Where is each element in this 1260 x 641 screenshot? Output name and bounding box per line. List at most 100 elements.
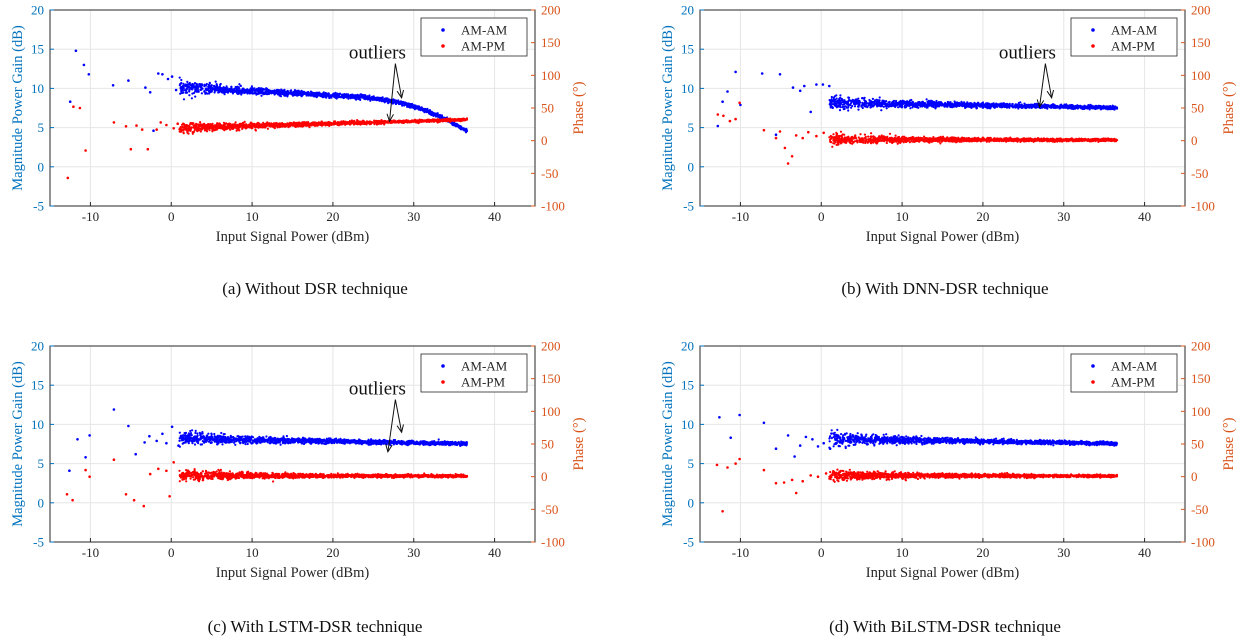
am-pm-point [250, 122, 254, 125]
am-am-point [848, 99, 851, 102]
am-pm-point [229, 123, 232, 126]
am-pm-point [179, 125, 182, 129]
y-right-tick-label: 150 [541, 35, 561, 50]
am-am-point [366, 97, 369, 100]
am-am-point [1089, 103, 1092, 106]
am-pm-point [403, 120, 406, 124]
am-pm-point [341, 121, 344, 124]
x-axis-label: Input Signal Power (dBm) [216, 229, 370, 245]
am-am-point [186, 83, 190, 86]
am-am-dense-points [828, 94, 1119, 112]
am-pm-point [377, 121, 380, 124]
x-tick-label: -10 [82, 209, 99, 224]
am-pm-point [438, 120, 441, 123]
am-am-point [841, 106, 844, 109]
am-am-point [829, 104, 832, 107]
annotation-arrow [389, 63, 396, 122]
am-am-point [249, 89, 252, 92]
am-pm-point [457, 118, 461, 122]
am-am-point [876, 104, 879, 107]
am-pm-point [309, 123, 312, 126]
am-am-point [270, 92, 273, 95]
am-pm-point [417, 122, 420, 125]
am-am-point [925, 98, 928, 101]
am-pm-point [181, 125, 184, 128]
am-am-point [830, 100, 833, 104]
y-right-tick-label: -100 [541, 199, 565, 214]
am-am-point [359, 98, 362, 101]
am-am-point [395, 100, 398, 103]
am-am-point [204, 88, 207, 91]
am-pm-point [231, 124, 234, 127]
am-am-point [263, 88, 266, 91]
am-am-point [295, 94, 298, 97]
am-pm-point [415, 119, 418, 123]
am-am-point [191, 83, 194, 86]
am-pm-point [442, 119, 445, 122]
am-pm-point [344, 123, 347, 126]
am-pm-point [305, 123, 308, 126]
am-am-point [203, 83, 206, 86]
am-am-point [204, 91, 207, 94]
am-am-point [219, 87, 222, 90]
am-pm-point [185, 127, 188, 130]
am-am-point [226, 87, 229, 90]
am-pm-point [436, 121, 439, 124]
am-am-point [356, 96, 359, 99]
am-pm-point [323, 121, 327, 124]
am-am-point [302, 91, 305, 94]
am-am-point [368, 94, 371, 97]
am-pm-point [165, 123, 168, 127]
am-am-point [851, 104, 854, 108]
am-pm-point [305, 121, 308, 124]
am-pm-point [197, 123, 200, 126]
am-am-point [291, 92, 294, 95]
am-pm-point [182, 132, 185, 135]
am-am-point [931, 100, 934, 103]
am-am-point [231, 89, 234, 92]
am-am-point [385, 99, 388, 102]
am-am-point [185, 88, 188, 91]
am-am-point [179, 87, 182, 90]
am-am-point [209, 85, 212, 88]
am-am-point [1023, 102, 1026, 105]
am-am-point [853, 105, 857, 108]
am-am-point [230, 85, 233, 89]
am-pm-point [292, 121, 295, 124]
am-am-point [316, 94, 319, 97]
am-pm-point [285, 123, 288, 126]
am-pm-point [298, 121, 301, 124]
am-pm-point [270, 122, 273, 125]
am-am-point [300, 95, 303, 98]
am-am-point [152, 129, 155, 132]
am-am-point [190, 88, 194, 91]
am-am-point [235, 87, 238, 90]
y-left-axis-label: Magnitude Power Gain (dB) [10, 25, 26, 191]
am-pm-point [178, 128, 181, 131]
am-am-point [229, 90, 233, 93]
am-pm-point [199, 121, 202, 124]
y-left-tick-label: 10 [31, 81, 44, 96]
am-pm-point [254, 128, 257, 131]
am-pm-point [182, 128, 185, 132]
am-am-point [184, 85, 188, 88]
am-am-point [869, 106, 872, 109]
am-pm-point [203, 129, 207, 132]
am-am-point [181, 85, 184, 88]
am-am-point [878, 96, 881, 99]
am-am-point [214, 80, 217, 83]
am-am-point [434, 112, 437, 116]
am-pm-point [221, 126, 224, 129]
am-am-point [453, 122, 456, 125]
am-am-point [349, 96, 352, 99]
am-am-point [231, 92, 234, 95]
am-am-point [250, 85, 253, 88]
am-am-point [892, 101, 895, 105]
am-am-point [858, 99, 861, 102]
am-pm-point [460, 118, 463, 121]
am-pm-point [223, 127, 226, 130]
am-am-point [312, 95, 315, 98]
y-left-tick-label: 20 [31, 3, 44, 18]
am-am-point [311, 92, 314, 95]
am-am-point [966, 105, 969, 108]
